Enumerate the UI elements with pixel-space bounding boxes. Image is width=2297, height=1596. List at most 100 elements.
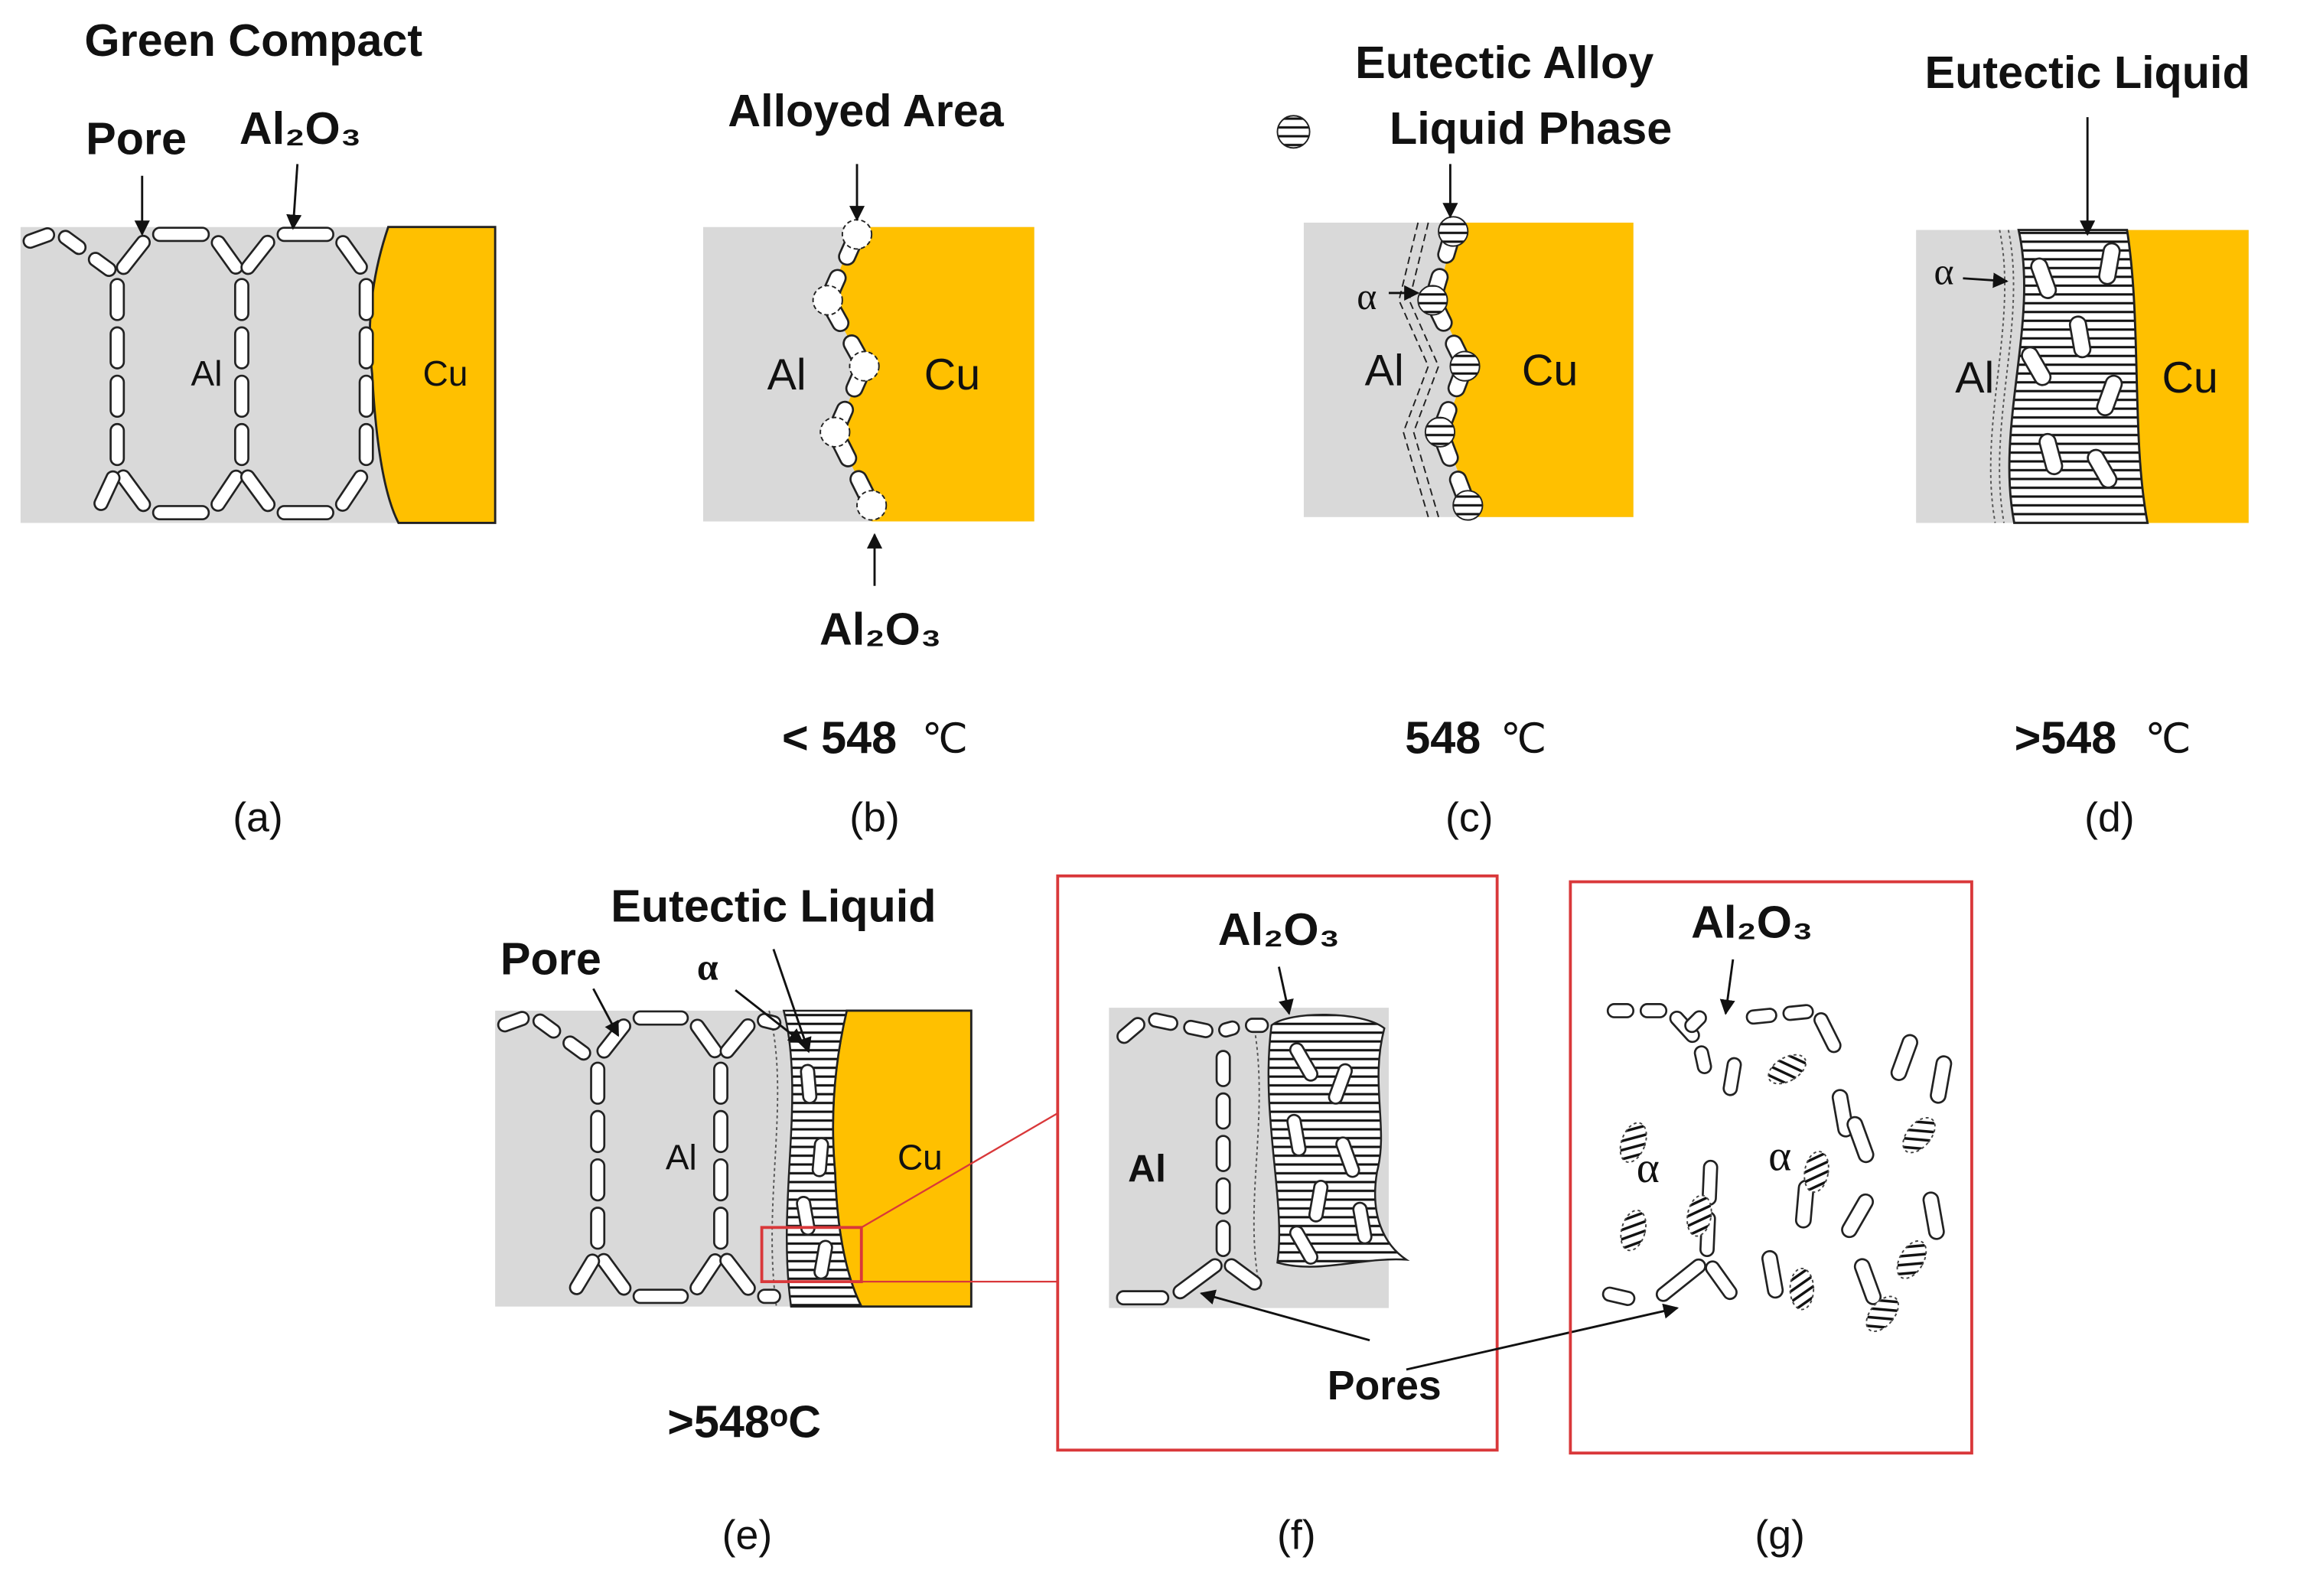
al-label: Al: [1955, 353, 1994, 402]
alpha-label: α: [1637, 1144, 1660, 1192]
oxide-particle: [590, 1158, 606, 1202]
liquid-phase-icon: [1276, 115, 1311, 149]
oxide-particle: [632, 1010, 689, 1026]
oxide-particle: [1841, 1193, 1875, 1239]
oxide-label: Al₂O₃: [239, 103, 361, 154]
oxide-label: Al₂O₃: [1691, 897, 1813, 948]
temperature-unit: ℃: [922, 714, 968, 762]
arrow: [1719, 959, 1735, 1015]
pore-label: Pore: [86, 112, 187, 164]
oxide-particle: [1930, 1055, 1953, 1104]
oxide-particle: [1328, 1063, 1353, 1105]
alloyed-area: [819, 416, 851, 448]
oxide-particle: [87, 252, 117, 277]
al-label: Al: [1128, 1148, 1166, 1190]
arrow: [1199, 1289, 1370, 1342]
zoom-line: [861, 1112, 1058, 1229]
temperature: 548: [1405, 712, 1481, 763]
temperature-unit: ℃: [1500, 714, 1546, 762]
oxide-particle: [590, 1109, 606, 1154]
title-line: Eutectic Alloy: [1355, 37, 1654, 88]
caption: (c): [1445, 794, 1494, 840]
oxide-particle: [497, 1011, 530, 1033]
oxide-particle: [233, 422, 249, 467]
al-label: Al: [1365, 346, 1404, 395]
al-label: Al: [767, 350, 806, 399]
oxide-particle: [1601, 1286, 1636, 1306]
oxide-particle: [1183, 1019, 1214, 1038]
copper: [2126, 230, 2249, 523]
oxide-particle: [1606, 1003, 1635, 1018]
liquid-phase: [1438, 216, 1469, 247]
oxide-particle: [1761, 1249, 1784, 1299]
al-label: Al: [191, 353, 223, 393]
oxide-particle: [813, 1239, 833, 1280]
alpha-grain: [1686, 1194, 1712, 1237]
alpha-grain: [1902, 1116, 1936, 1154]
alpha-grain: [1865, 1295, 1899, 1333]
oxide-particle: [2021, 346, 2052, 386]
alloyed-area: [849, 350, 880, 382]
liquid-phase: [1417, 285, 1448, 316]
oxide-particle: [590, 1061, 606, 1105]
alpha-boundary: [1408, 222, 1440, 518]
alpha-boundary: [768, 1010, 779, 1307]
arrow: [592, 988, 620, 1037]
oxide-particle: [1215, 1177, 1231, 1215]
oxide-particle: [1335, 1136, 1360, 1178]
oxide-particle: [1223, 1258, 1263, 1291]
oxide-particle: [2030, 257, 2058, 299]
cu-label: Cu: [423, 353, 468, 393]
liquid-phase: [1452, 490, 1484, 521]
oxide-particle: [1308, 1179, 1329, 1223]
caption: (g): [1755, 1512, 1805, 1558]
cu-label: Cu: [924, 350, 980, 399]
oxide-particle: [276, 505, 334, 521]
alpha-grain: [1789, 1267, 1815, 1311]
oxide-particle: [1289, 1042, 1318, 1082]
oxide-particle: [1116, 1290, 1170, 1306]
oxide-particle: [276, 226, 334, 243]
oxide-particle: [2096, 374, 2123, 417]
oxide-particle: [239, 469, 276, 513]
alloyed-area: [841, 219, 873, 250]
oxide-particle: [1148, 1012, 1178, 1031]
oxide-particle: [1215, 1092, 1231, 1130]
arrow: [1406, 1303, 1680, 1371]
oxide-particle: [358, 278, 374, 321]
oxide-particle: [22, 227, 56, 249]
oxide-particle: [1782, 1004, 1814, 1021]
oxide-particle: [757, 1288, 781, 1304]
oxide-particle: [562, 1035, 591, 1061]
alpha-boundary: [1398, 222, 1429, 518]
oxide-particle: [116, 234, 152, 275]
oxide-particle: [1745, 1008, 1777, 1025]
pores-label: Pores: [1328, 1363, 1442, 1409]
oxide-particle: [358, 374, 374, 419]
oxide-label: Al₂O₃: [1218, 904, 1340, 955]
arrow: [735, 989, 804, 1044]
oxide-particle: [233, 278, 249, 321]
oxide-particle: [2038, 432, 2064, 476]
alpha-grain: [1803, 1151, 1829, 1194]
oxide-particle: [689, 1253, 723, 1296]
eutectic-liquid: [2008, 229, 2149, 524]
oxide-particle: [1846, 1116, 1875, 1164]
oxide-particle: [1352, 1201, 1373, 1245]
oxide-particle: [233, 326, 249, 370]
oxide-particle: [1705, 1260, 1738, 1301]
caption: (b): [849, 794, 900, 840]
oxide-particle: [109, 374, 125, 419]
oxide-particle: [569, 1253, 601, 1295]
oxide-particle: [2087, 448, 2118, 489]
oxide-particle: [109, 422, 125, 467]
oxide-particle: [713, 1061, 728, 1105]
cu-label: Cu: [1522, 346, 1578, 395]
alpha-grain: [1896, 1240, 1927, 1279]
oxide-particle: [93, 470, 121, 511]
oxide-particle: [1684, 1010, 1707, 1034]
oxide-particle: [1693, 1045, 1712, 1074]
oxide-particle: [57, 230, 87, 256]
arrow: [286, 164, 302, 230]
